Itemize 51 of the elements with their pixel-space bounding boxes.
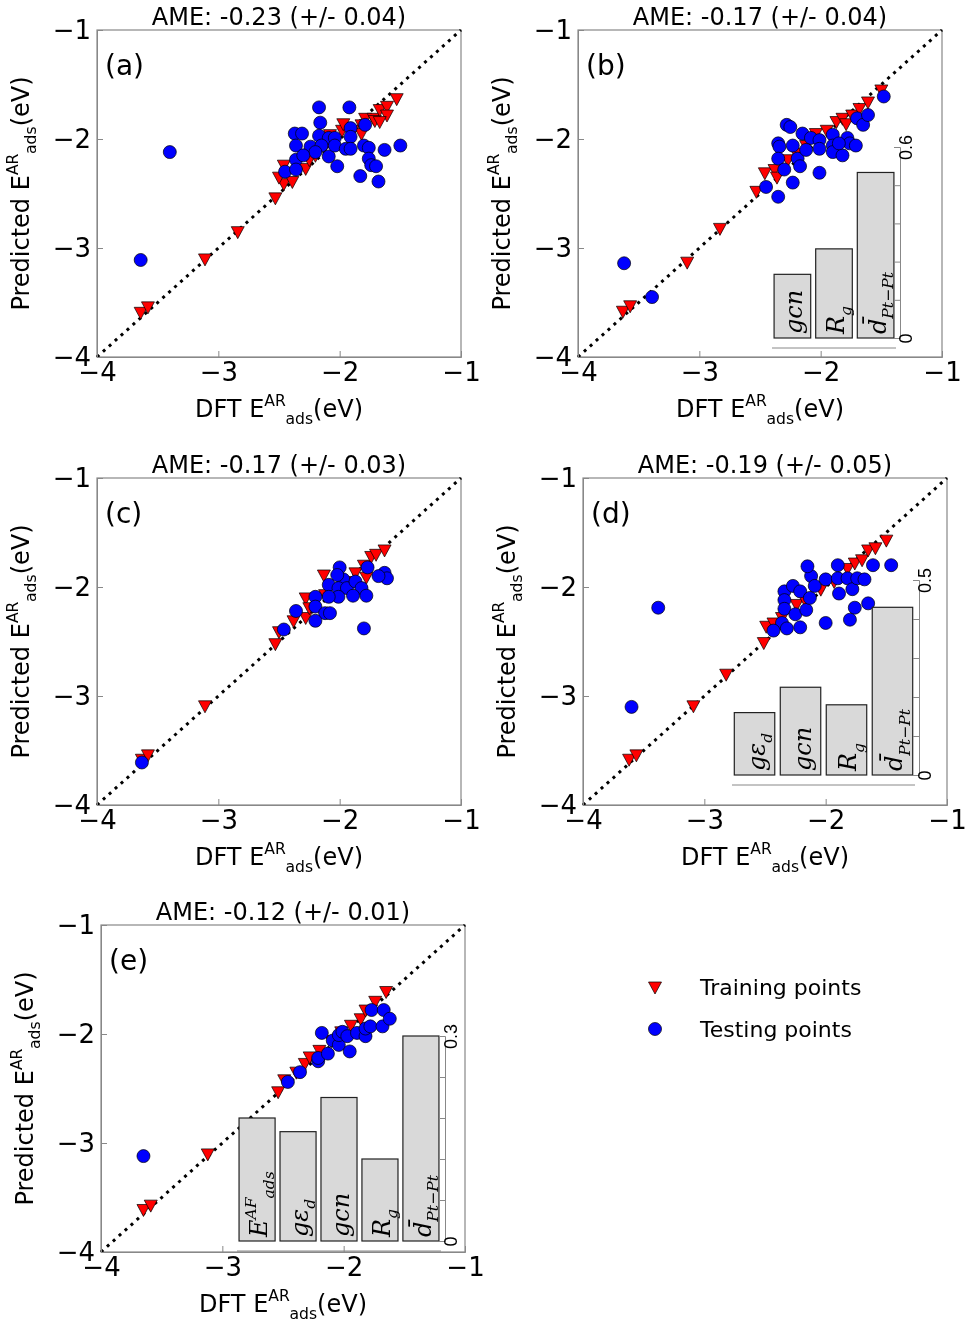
y-tick-label: 0 [441,1236,461,1247]
y-tick-label: 0 [915,770,935,781]
chart-title: AME: -0.12 (+/- 0.01) [155,898,411,926]
y-tick-label: −2 [52,571,91,602]
annotation: (e) [109,944,149,977]
y-tick-label: −2 [533,123,572,154]
y-tick-label: −1 [56,909,95,940]
y-tick-label: 0.3 [441,1023,461,1050]
x-tick-label: −2 [325,1252,364,1283]
x-axis-title: DFT E$^{AR}$$_{ads}$(eV) [675,392,845,429]
y-tick-label: −3 [56,1127,95,1158]
x-axis-title: DFT E$^{AR}$$_{ads}$(eV) [198,1287,368,1324]
chart-title: AME: -0.23 (+/- 0.04) [151,3,407,31]
y-tick-label: −2 [56,1018,95,1049]
x-tick-label: −3 [199,357,238,388]
x-tick-label: gcn [780,289,809,334]
y-tick-label: −1 [52,14,91,45]
annotation: (c) [105,497,143,530]
y-tick-label: −3 [52,680,91,711]
y-tick-label: 0 [896,333,916,344]
x-axis-title: DFT E$^{AR}$$_{ads}$(eV) [194,392,364,429]
y-tick-label: −1 [52,462,91,493]
x-tick-label: gcn [788,726,817,771]
x-tick-label: −2 [807,805,846,836]
y-tick-label: −2 [538,571,577,602]
legend-label: Testing points [699,1017,852,1042]
x-axis-title: DFT E$^{AR}$$_{ads}$(eV) [680,840,850,877]
y-tick-label: −3 [538,680,577,711]
x-tick-label: gcn [327,1192,355,1237]
x-tick-label: −3 [685,805,724,836]
y-tick-label: −2 [52,123,91,154]
annotation: (a) [105,49,145,82]
legend-label: Training points [699,975,862,1000]
x-tick-label: −3 [203,1252,242,1283]
x-tick-label: −3 [680,357,719,388]
annotation: (b) [586,49,626,82]
y-tick-label: −3 [52,232,91,263]
y-tick-label: 0.5 [915,567,935,594]
x-axis-title: DFT E$^{AR}$$_{ads}$(eV) [194,840,364,877]
y-tick-label: −3 [533,232,572,263]
annotation: (d) [591,497,631,530]
x-tick-label: −2 [802,357,841,388]
chart-title: AME: -0.17 (+/- 0.04) [632,3,888,31]
y-tick-label: −1 [538,462,577,493]
y-tick-label: 0.6 [896,134,916,161]
x-tick-label: −3 [199,805,238,836]
y-tick-label: −1 [533,14,572,45]
x-tick-label: −2 [321,357,360,388]
chart-title: AME: -0.17 (+/- 0.03) [151,451,407,479]
chart-title: AME: -0.19 (+/- 0.05) [637,451,893,479]
x-tick-label: −2 [321,805,360,836]
